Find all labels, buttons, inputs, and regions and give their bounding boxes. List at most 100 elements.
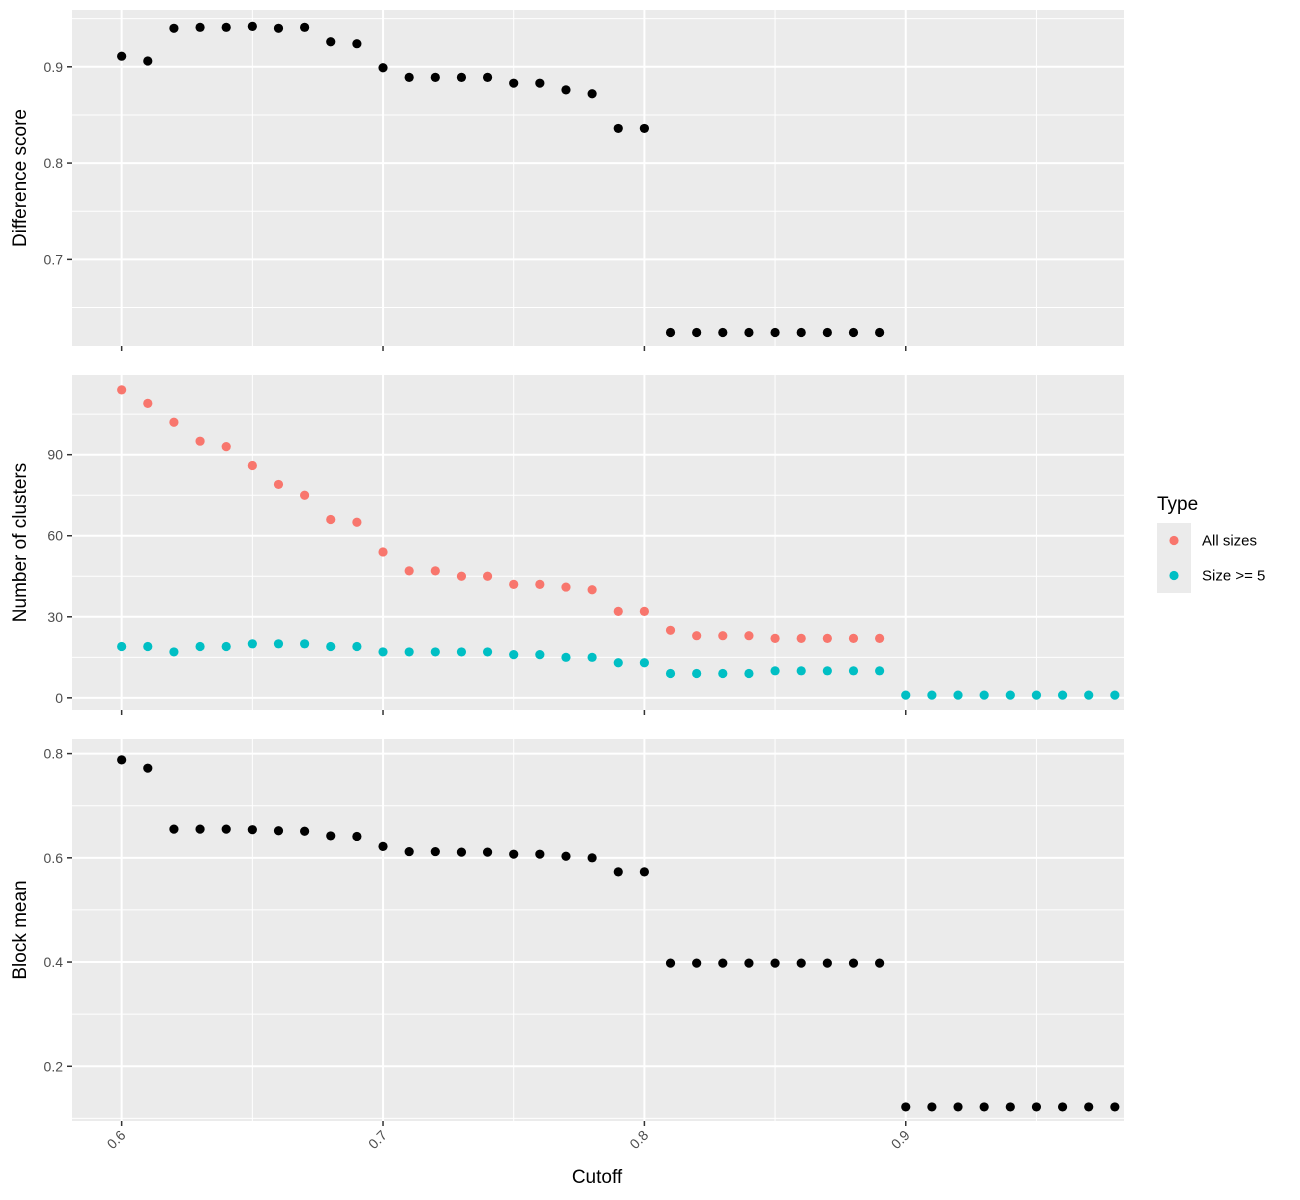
data-point [195, 22, 205, 32]
data-point [770, 327, 780, 338]
data-point [1084, 690, 1094, 700]
legend-title: Type [1157, 494, 1198, 515]
data-point [326, 641, 336, 652]
data-point [770, 958, 780, 968]
y-tick-label: 0.8 [44, 746, 64, 762]
data-point [875, 633, 885, 644]
y-tick-label: 30 [47, 609, 63, 625]
data-point [822, 666, 832, 676]
y-tick-label: 90 [47, 447, 63, 463]
data-point [352, 39, 362, 49]
data-point [796, 327, 806, 338]
data-point [587, 585, 597, 595]
data-point [796, 666, 806, 676]
data-point [221, 441, 231, 452]
y-tick-label: 0.4 [44, 954, 64, 970]
data-point [848, 327, 859, 338]
data-point [195, 436, 205, 446]
y-axis-title: Difference score [10, 109, 31, 247]
data-point [430, 72, 440, 82]
data-point [744, 958, 754, 968]
x-tick-label: 0.7 [365, 1127, 390, 1152]
data-point [221, 22, 231, 32]
data-point [561, 85, 571, 95]
data-point [535, 650, 545, 660]
data-point [1031, 1102, 1042, 1112]
data-point [326, 831, 336, 841]
data-point [692, 668, 702, 679]
data-point [300, 490, 310, 500]
data-point [117, 755, 127, 765]
data-point [482, 72, 493, 82]
data-point [848, 666, 859, 676]
data-point [639, 123, 649, 134]
data-point [247, 639, 257, 649]
panel-background [72, 739, 1124, 1121]
data-point [692, 327, 702, 338]
data-point [744, 631, 754, 641]
data-point [770, 633, 780, 644]
y-axis-title: Number of clusters [10, 463, 31, 622]
data-point [456, 571, 467, 581]
x-tick-label: 0.8 [626, 1127, 651, 1152]
data-point [352, 831, 362, 842]
data-point [927, 1102, 937, 1112]
data-point [535, 579, 545, 589]
data-point [1005, 690, 1015, 700]
series-1 [117, 21, 885, 338]
y-tick-label: 0 [55, 690, 63, 706]
data-point [378, 63, 388, 73]
data-point [1084, 1102, 1094, 1112]
data-point [195, 824, 205, 834]
data-point [927, 690, 937, 700]
data-point [665, 958, 676, 968]
data-point [509, 849, 519, 859]
data-point [509, 78, 519, 88]
data-point [848, 958, 859, 968]
data-point [404, 566, 414, 576]
panel-1: 0.7 0.8 0.9 Difference score [10, 10, 1124, 351]
legend-entry: All sizes [1157, 523, 1257, 558]
data-point [587, 89, 597, 99]
data-point [404, 647, 414, 657]
data-point [665, 668, 676, 679]
data-point [273, 826, 284, 836]
data-point [326, 514, 336, 525]
data-point [456, 647, 467, 657]
data-point [1057, 690, 1068, 700]
legend-entry: Size >= 5 [1157, 558, 1265, 593]
data-point [247, 460, 257, 471]
data-point [143, 641, 153, 652]
data-point [744, 668, 754, 679]
data-point [901, 1102, 911, 1112]
data-point [848, 633, 859, 644]
data-point [378, 841, 388, 851]
data-point [482, 847, 493, 857]
y-tick-label: 0.9 [44, 59, 64, 75]
data-point [169, 23, 179, 33]
data-point [1110, 1102, 1120, 1112]
data-point [221, 641, 231, 652]
data-point [169, 417, 179, 427]
data-point [796, 958, 806, 968]
data-point [822, 327, 832, 338]
data-point [587, 853, 597, 863]
data-point [770, 666, 780, 676]
x-tick-label: 0.6 [104, 1127, 129, 1152]
data-point [718, 958, 728, 968]
data-point [117, 51, 127, 61]
data-point [561, 851, 571, 861]
legend: Type All sizes Size >= 5 [1157, 494, 1265, 593]
data-point [535, 849, 545, 859]
y-tick-label: 0.8 [44, 155, 64, 171]
data-point [587, 652, 597, 662]
data-point [143, 763, 153, 773]
data-point [979, 690, 989, 700]
data-point [822, 958, 832, 968]
x-axis-title: Cutoff [572, 1167, 623, 1188]
data-point [692, 958, 702, 968]
data-point [1005, 1102, 1015, 1112]
data-point [718, 631, 728, 641]
data-point [378, 647, 388, 657]
